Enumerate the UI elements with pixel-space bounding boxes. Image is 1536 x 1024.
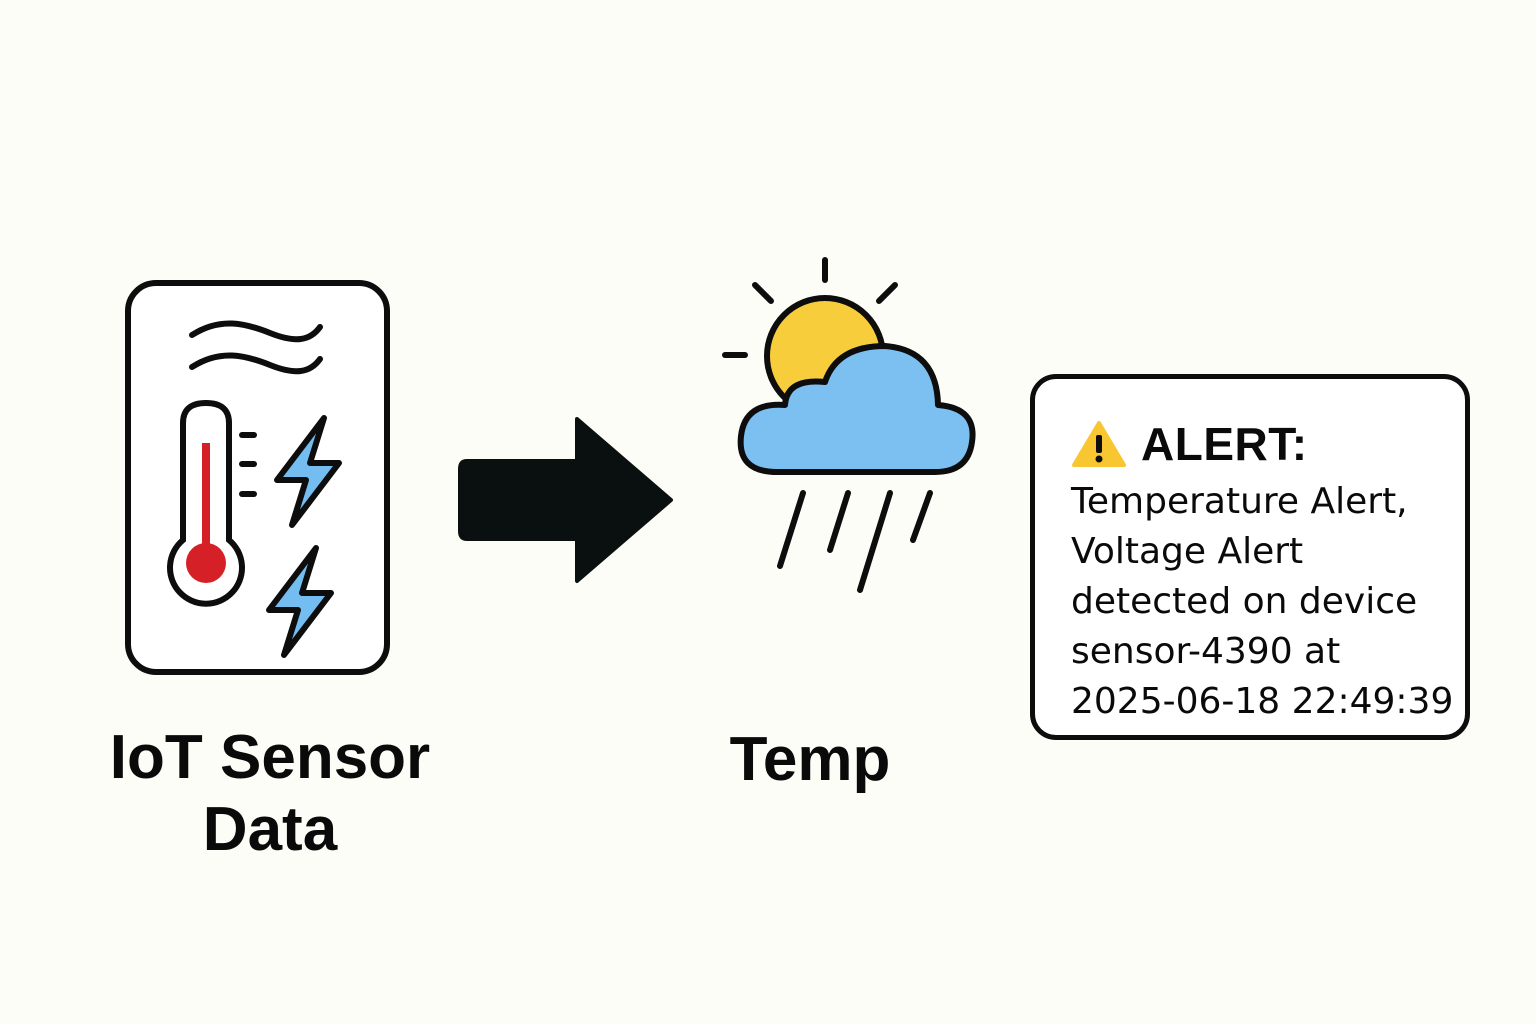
alert-title: ALERT: bbox=[1141, 418, 1308, 470]
alert-line: Temperature Alert, bbox=[1071, 481, 1408, 522]
sensor-label-line1: IoT Sensor bbox=[109, 723, 431, 792]
right-arrow-icon bbox=[458, 417, 673, 583]
sensor-label-line2: Data bbox=[202, 795, 338, 864]
wave-icon bbox=[189, 320, 323, 375]
alert-box: ALERT: Temperature Alert, Voltage Alert … bbox=[1030, 374, 1470, 740]
alert-line: sensor-4390 at bbox=[1071, 631, 1341, 672]
sun-cloud-rain-icon bbox=[722, 257, 976, 593]
warning-icon bbox=[1072, 421, 1126, 467]
sensor-label: IoT Sensor Data bbox=[60, 722, 480, 866]
alert-line: detected on device bbox=[1071, 581, 1418, 622]
alert-message: Temperature Alert, Voltage Alert detecte… bbox=[1071, 477, 1465, 727]
alert-line: 2025-06-18 22:49:39 bbox=[1071, 681, 1454, 722]
cloud-icon bbox=[737, 343, 976, 475]
rain-icon bbox=[777, 490, 933, 593]
sun-rays-icon bbox=[722, 257, 898, 358]
alert-line: Voltage Alert bbox=[1071, 531, 1304, 572]
lightning-icon bbox=[266, 545, 334, 658]
alert-title-row: ALERT: bbox=[1071, 415, 1465, 473]
thermometer-icon bbox=[167, 399, 245, 607]
iot-sensor-device-icon bbox=[125, 280, 390, 675]
lightning-icon bbox=[274, 415, 342, 528]
temp-label: Temp bbox=[729, 725, 891, 794]
